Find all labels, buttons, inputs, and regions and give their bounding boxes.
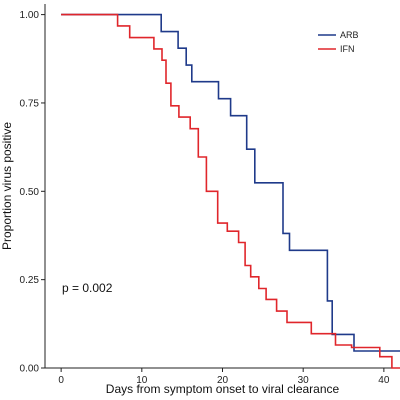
axes: 0 10 20 30 40 0.00 0.25 0.50 0.75 1.00	[20, 4, 400, 386]
x-tick-label: 30	[298, 375, 310, 386]
y-tick-label: 0.00	[20, 364, 40, 375]
y-tick-label: 0.75	[20, 98, 40, 109]
x-tick-label: 0	[58, 375, 64, 386]
x-tick-label: 10	[136, 375, 148, 386]
legend-label-arb: ARB	[340, 30, 359, 40]
y-tick-label: 0.25	[20, 275, 40, 286]
series-line-arb	[61, 13, 400, 352]
legend-label-ifn: IFN	[340, 44, 355, 54]
x-tick-label: 20	[217, 375, 229, 386]
p-value-annotation: p = 0.002	[62, 281, 113, 295]
legend: ARB IFN	[318, 30, 359, 54]
x-axis-title: Days from symptom onset to viral clearan…	[106, 382, 340, 396]
x-tick-label: 40	[378, 375, 390, 386]
y-axis-title: Proportion virus positive	[0, 122, 14, 250]
y-tick-label: 0.50	[20, 187, 40, 198]
y-tick-label: 1.00	[20, 10, 40, 21]
series-group	[61, 13, 400, 369]
series-line-ifn	[61, 13, 400, 369]
